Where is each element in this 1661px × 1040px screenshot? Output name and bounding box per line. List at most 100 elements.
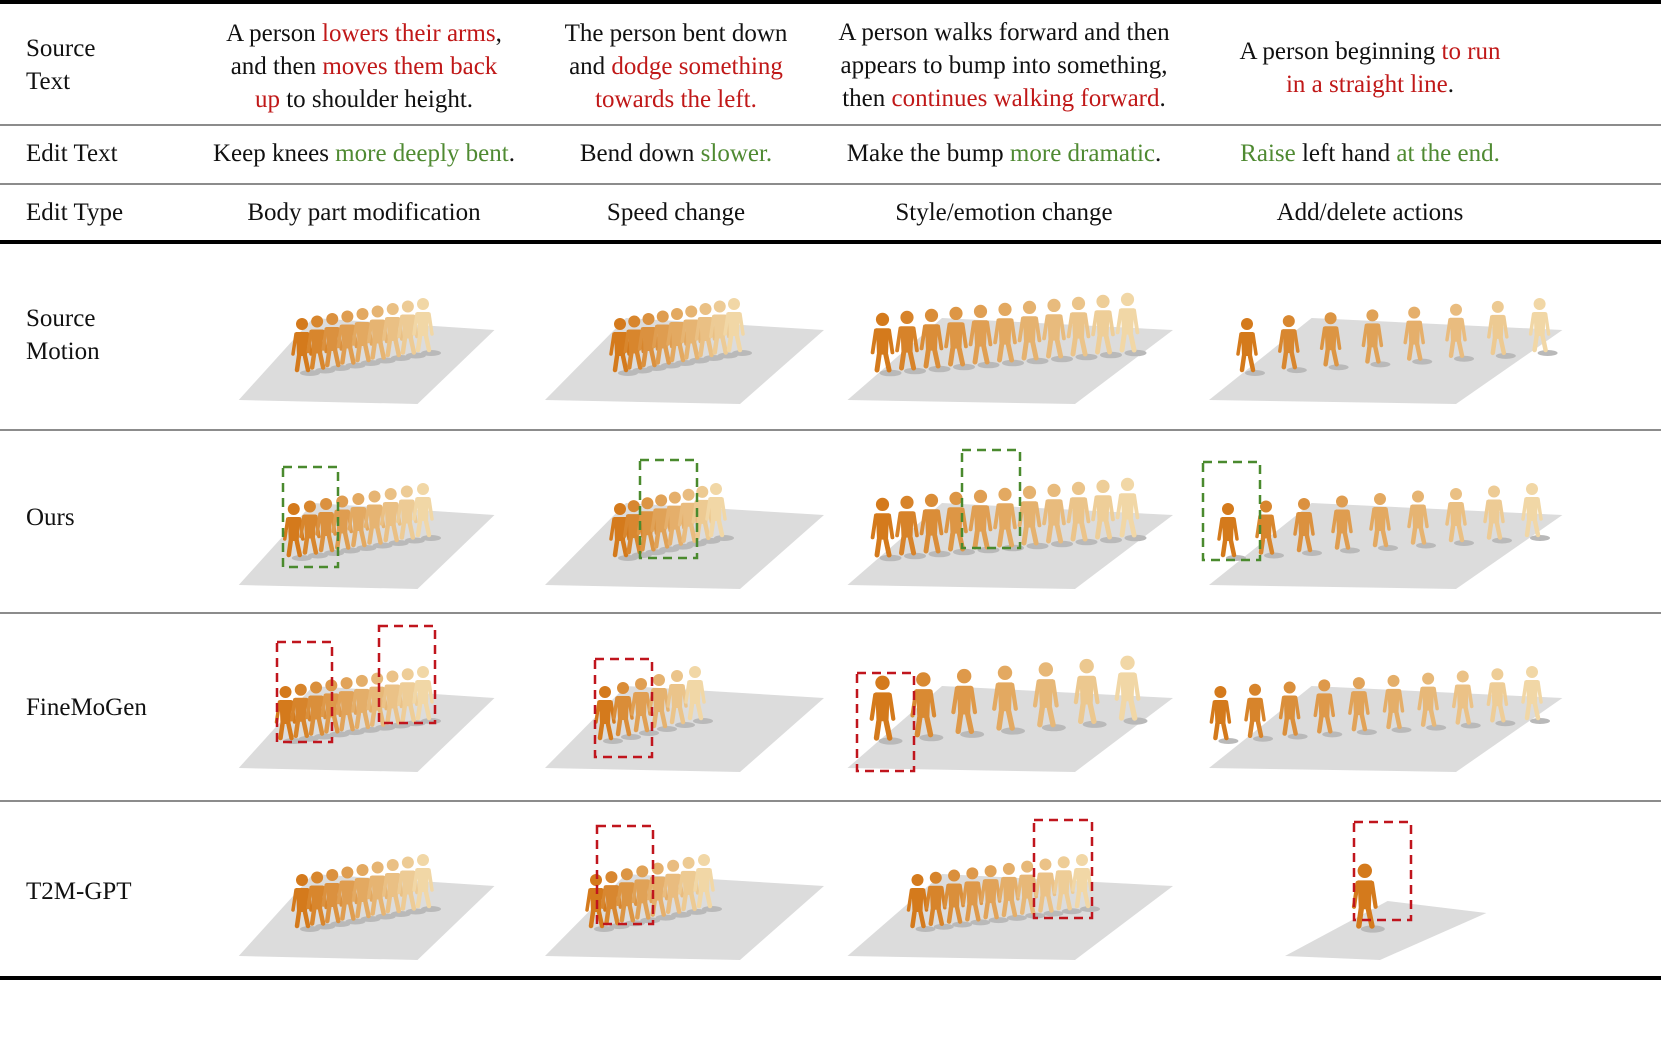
figure-arm bbox=[1034, 501, 1042, 528]
figure-arm bbox=[652, 324, 659, 349]
figure-leg bbox=[1087, 701, 1097, 725]
motion-cell bbox=[238, 483, 495, 589]
figure-torso bbox=[1456, 684, 1469, 709]
figure-torso bbox=[1526, 497, 1538, 521]
figure-leg bbox=[1281, 350, 1289, 370]
figure-shadow bbox=[329, 731, 350, 738]
figure-leg bbox=[612, 353, 620, 373]
figure-arm bbox=[911, 511, 919, 538]
dashed-rect bbox=[595, 824, 655, 926]
figure-arm bbox=[925, 886, 932, 910]
figure-torso bbox=[998, 503, 1012, 530]
figure-head bbox=[356, 864, 369, 876]
figure-arm bbox=[1502, 315, 1509, 339]
figure-shadow bbox=[345, 918, 366, 925]
figure-leg bbox=[948, 346, 956, 367]
figure-leg bbox=[635, 351, 643, 370]
figure-arm bbox=[616, 882, 623, 907]
figure-arm bbox=[379, 502, 387, 526]
figure-head bbox=[636, 865, 649, 878]
human-figure bbox=[677, 856, 700, 912]
figure-leg bbox=[1095, 334, 1103, 355]
figure-torso bbox=[1022, 316, 1037, 343]
figure-head bbox=[341, 866, 354, 879]
figure-torso bbox=[386, 873, 399, 897]
figure-leg bbox=[385, 894, 392, 914]
figure-head bbox=[1450, 488, 1462, 500]
figure-leg bbox=[620, 353, 629, 373]
figure-leg bbox=[923, 533, 931, 554]
figure-leg bbox=[1359, 712, 1368, 732]
figure-leg bbox=[1128, 517, 1137, 538]
figure-leg bbox=[708, 518, 716, 538]
figure-leg bbox=[704, 889, 713, 909]
figure-head bbox=[966, 867, 979, 880]
figure-leg bbox=[415, 518, 423, 538]
human-figure bbox=[396, 668, 419, 723]
figure-head bbox=[1456, 670, 1469, 683]
figure-torso bbox=[287, 517, 300, 541]
figure-torso bbox=[1298, 512, 1310, 536]
figure-leg bbox=[1221, 721, 1229, 741]
text-span: to shoulder height. bbox=[279, 86, 474, 113]
figure-head bbox=[1057, 856, 1070, 869]
figure-arm bbox=[979, 879, 987, 903]
red-highlight-box bbox=[855, 671, 916, 773]
figure-arm bbox=[321, 327, 328, 351]
figure-leg bbox=[316, 717, 325, 736]
figure-arm bbox=[315, 512, 322, 536]
figure-leg bbox=[325, 348, 332, 368]
figure-torso bbox=[1214, 700, 1227, 724]
figure-head bbox=[400, 485, 413, 498]
human-figure bbox=[895, 310, 919, 371]
figure-head bbox=[311, 871, 324, 884]
human-figure bbox=[1487, 300, 1509, 356]
human-figure bbox=[631, 865, 654, 920]
human-figure bbox=[1351, 863, 1378, 929]
figure-leg bbox=[1351, 712, 1359, 732]
figure-torso bbox=[1488, 499, 1500, 524]
figure-shadow bbox=[933, 923, 954, 930]
figure-arm bbox=[1313, 693, 1321, 718]
figure-arm bbox=[1328, 693, 1336, 718]
figure-shadow bbox=[904, 367, 926, 375]
figure-shadow bbox=[345, 362, 366, 369]
figure-leg bbox=[706, 338, 714, 358]
figure-torso bbox=[627, 514, 640, 539]
text-span: slower. bbox=[700, 140, 773, 167]
figure-arm bbox=[684, 680, 691, 704]
figure-shadow bbox=[639, 730, 659, 736]
human-figure bbox=[1017, 300, 1042, 361]
figure-head bbox=[698, 854, 710, 866]
human-figure bbox=[1244, 683, 1266, 739]
figure-leg bbox=[695, 521, 702, 541]
figure-torso bbox=[924, 324, 939, 351]
figure-torso bbox=[1022, 501, 1037, 528]
figure-arm bbox=[691, 500, 699, 524]
human-figure bbox=[870, 497, 895, 558]
figure-leg bbox=[370, 897, 377, 916]
figure-arm bbox=[1091, 310, 1099, 337]
figure-leg bbox=[663, 346, 671, 365]
figure-leg bbox=[681, 524, 688, 543]
human-figure bbox=[412, 298, 434, 353]
figure-shadow bbox=[405, 352, 426, 359]
figure-torso bbox=[636, 879, 649, 904]
figure-head bbox=[1282, 315, 1295, 328]
human-figure bbox=[1115, 292, 1140, 353]
human-figure bbox=[379, 488, 402, 543]
figure-shadow bbox=[1082, 720, 1107, 728]
figure-arm bbox=[1073, 676, 1082, 705]
figure-leg bbox=[1414, 342, 1423, 361]
figure-leg bbox=[393, 894, 401, 914]
figure-leg bbox=[684, 341, 691, 360]
figure-arm bbox=[919, 324, 927, 351]
human-figure bbox=[320, 679, 343, 734]
human-figure bbox=[1369, 493, 1391, 548]
figure-leg bbox=[399, 521, 407, 540]
figure-shadow bbox=[686, 908, 707, 915]
figure-arm bbox=[427, 312, 434, 336]
figure-leg bbox=[681, 892, 688, 912]
figure-head bbox=[728, 298, 740, 310]
figure-shadow bbox=[988, 917, 1009, 924]
